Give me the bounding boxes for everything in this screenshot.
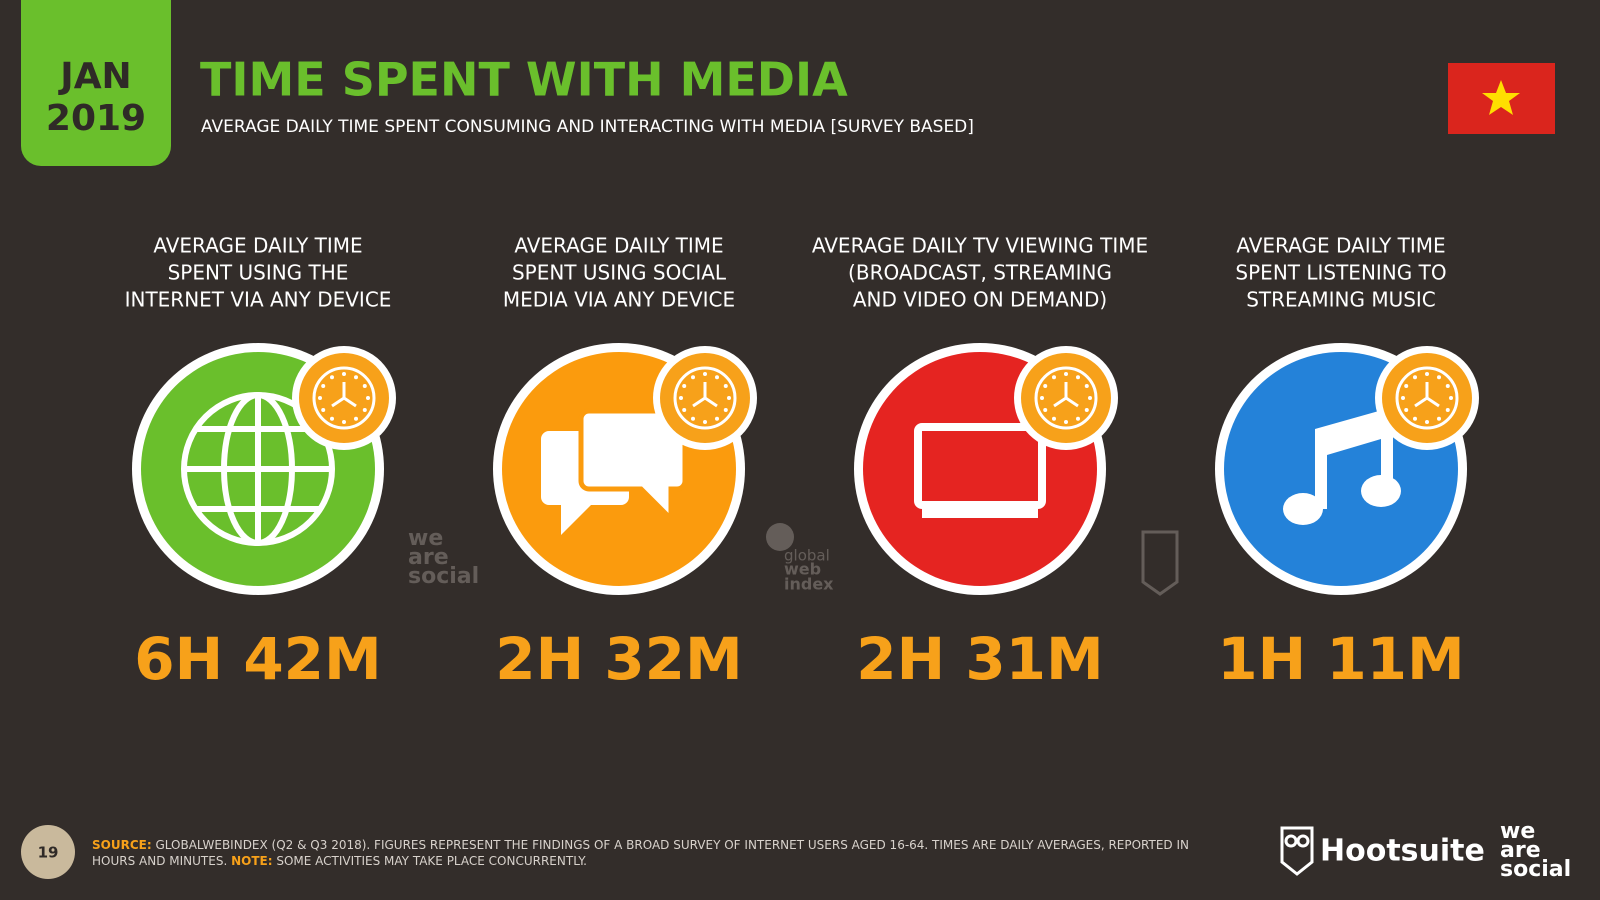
- stat-label: MEDIA VIA ANY DEVICE: [503, 288, 735, 312]
- stat-label: AVERAGE DAILY TV VIEWING TIME: [812, 234, 1148, 258]
- title: TIME SPENT WITH MEDIA: [200, 53, 848, 107]
- stat-value: 1H 11M: [1217, 625, 1465, 693]
- footer-note: SOURCE: GLOBALWEBINDEX (Q2 & Q3 2018). F…: [92, 837, 1222, 869]
- stat-value: 6H 42M: [134, 625, 382, 693]
- subtitle: AVERAGE DAILY TIME SPENT CONSUMING AND I…: [201, 117, 974, 137]
- badge-year: 2019: [46, 98, 146, 139]
- was-logo-line: are: [1500, 838, 1541, 863]
- stat-value: 2H 32M: [495, 625, 743, 693]
- icon: [181, 392, 335, 546]
- icon: [1283, 407, 1401, 525]
- hootsuite-logo: Hootsuite: [1320, 834, 1485, 869]
- page-badge: [21, 825, 75, 879]
- clock-badge: [292, 346, 396, 450]
- watermark: social: [408, 564, 479, 589]
- stat-label: AVERAGE DAILY TIME: [1236, 234, 1445, 258]
- stat-label: SPENT USING SOCIAL: [512, 261, 727, 285]
- stat-label: SPENT LISTENING TO: [1235, 261, 1446, 285]
- source-label: SOURCE:: [92, 838, 152, 852]
- stat-label: AVERAGE DAILY TIME: [514, 234, 723, 258]
- clock-badge: [1375, 346, 1479, 450]
- clock-badge: [653, 346, 757, 450]
- watermark: global: [784, 547, 830, 565]
- source-text: GLOBALWEBINDEX (Q2 & Q3 2018). FIGURES R…: [92, 838, 1190, 868]
- watermark: we: [408, 526, 443, 551]
- stat-label: AVERAGE DAILY TIME: [153, 234, 362, 258]
- was-logo-line: we: [1500, 819, 1535, 844]
- note-label: NOTE:: [231, 854, 273, 868]
- was-logo-line: social: [1500, 857, 1571, 882]
- stat-label: STREAMING MUSIC: [1246, 288, 1436, 312]
- watermark: are: [408, 545, 449, 570]
- page-number: 19: [38, 844, 59, 862]
- icon: [914, 423, 1046, 518]
- watermark: web: [784, 560, 821, 579]
- flag: [1448, 63, 1555, 134]
- note-text: SOME ACTIVITIES MAY TAKE PLACE CONCURREN…: [276, 854, 587, 868]
- date-badge: [21, 0, 171, 166]
- stats: AVERAGE DAILY TIME SPENT USING THE INTERNE…: [125, 234, 1479, 693]
- hootsuite-owl: [1280, 826, 1314, 876]
- watermark: index: [784, 575, 834, 594]
- clock-badge: [1014, 346, 1118, 450]
- stat-label: SPENT USING THE: [168, 261, 349, 285]
- stat-label: (BROADCAST, STREAMING: [848, 261, 1112, 285]
- stat-label: AND VIDEO ON DEMAND): [853, 288, 1107, 312]
- watermark-icon: [1141, 530, 1179, 596]
- badge-month: JAN: [57, 56, 131, 97]
- stat-label: INTERNET VIA ANY DEVICE: [125, 288, 392, 312]
- watermark-icon: [766, 523, 794, 551]
- stat-value: 2H 31M: [856, 625, 1104, 693]
